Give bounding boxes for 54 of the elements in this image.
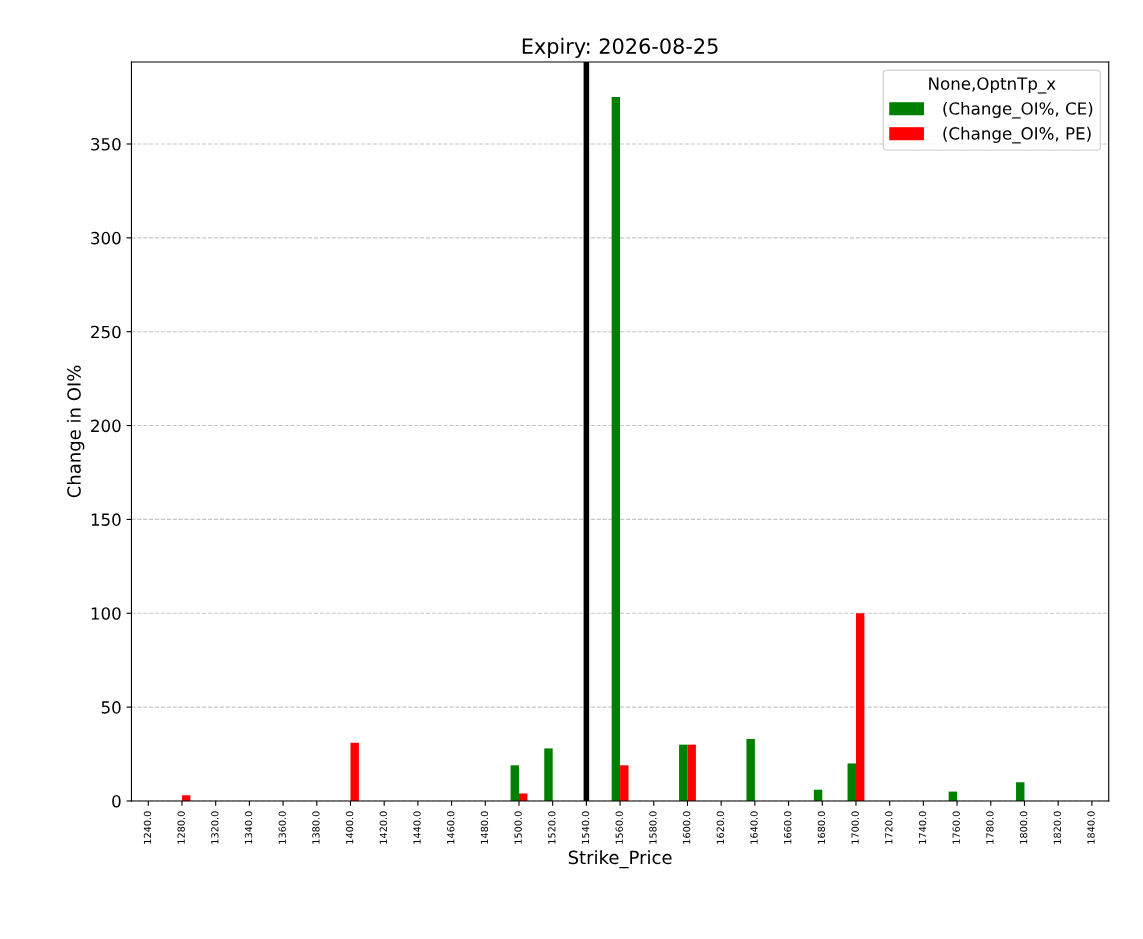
x-tick-label: 1320.0: [211, 811, 219, 844]
bar: [855, 613, 865, 801]
x-tick-label: 1560.0: [615, 811, 623, 844]
legend-label: (Change_OI%, PE): [943, 126, 1091, 144]
y-tick-label: 50: [101, 701, 121, 714]
y-tick-label: 200: [91, 419, 121, 433]
x-tick-label: 1380.0: [312, 811, 320, 844]
y-tick-label: 350: [91, 137, 121, 151]
x-tick-label: 1760.0: [952, 811, 960, 844]
bar: [544, 748, 553, 801]
x-tick-label: 1740.0: [918, 811, 927, 844]
bar: [1016, 782, 1025, 801]
bar: [611, 97, 621, 801]
x-tick-label: 1720.0: [885, 811, 893, 844]
chart-title: Expiry: 2026-08-25: [522, 37, 718, 58]
x-tick-label: 1820.0: [1053, 811, 1061, 844]
x-tick-label: 1420.0: [379, 811, 388, 844]
x-tick-label: 1700.0: [851, 811, 859, 844]
x-tick-label: 1440.0: [413, 811, 421, 844]
x-tick-label: 1360.0: [278, 811, 286, 844]
y-tick-label: 300: [91, 231, 121, 245]
x-axis-title: Strike_Price: [568, 850, 672, 869]
x-tick-label: 1620.0: [716, 811, 724, 844]
x-tick-label: 1460.0: [447, 811, 455, 844]
x-tick-label: 1480.0: [480, 811, 489, 844]
y-tick-label: 250: [91, 325, 121, 339]
x-tick-label: 1660.0: [784, 811, 792, 844]
x-tick-label: 1240.0: [143, 811, 152, 844]
x-tick-label: 1680.0: [817, 811, 826, 844]
bar: [746, 739, 755, 801]
x-tick-label: 1640.0: [750, 811, 758, 844]
bar: [847, 763, 856, 801]
x-tick-label: 1280.0: [177, 811, 185, 844]
legend-title: None,OptnTp_x: [929, 77, 1056, 94]
legend-label: (Change_OI%, CE): [943, 101, 1093, 119]
x-tick-label: 1520.0: [548, 811, 556, 844]
x-tick-label: 1600.0: [682, 811, 691, 844]
x-tick-label: 1800.0: [1019, 811, 1028, 844]
x-tick-label: 1840.0: [1087, 811, 1095, 844]
bar: [679, 744, 688, 801]
x-tick-label: 1780.0: [986, 811, 994, 844]
y-tick-label: 0: [112, 794, 121, 808]
y-tick-label: 100: [91, 607, 121, 620]
x-tick-label: 1580.0: [649, 811, 657, 844]
y-axis-title: Change in OI%: [66, 365, 85, 498]
x-tick-label: 1340.0: [244, 811, 253, 844]
y-tick-label: 150: [91, 513, 121, 526]
bar: [620, 765, 629, 801]
bar: [687, 744, 696, 801]
bar: [350, 742, 359, 801]
bar: [510, 765, 519, 801]
x-tick-label: 1540.0: [581, 811, 590, 844]
x-tick-label: 1500.0: [514, 811, 522, 844]
x-tick-label: 1400.0: [345, 811, 354, 844]
